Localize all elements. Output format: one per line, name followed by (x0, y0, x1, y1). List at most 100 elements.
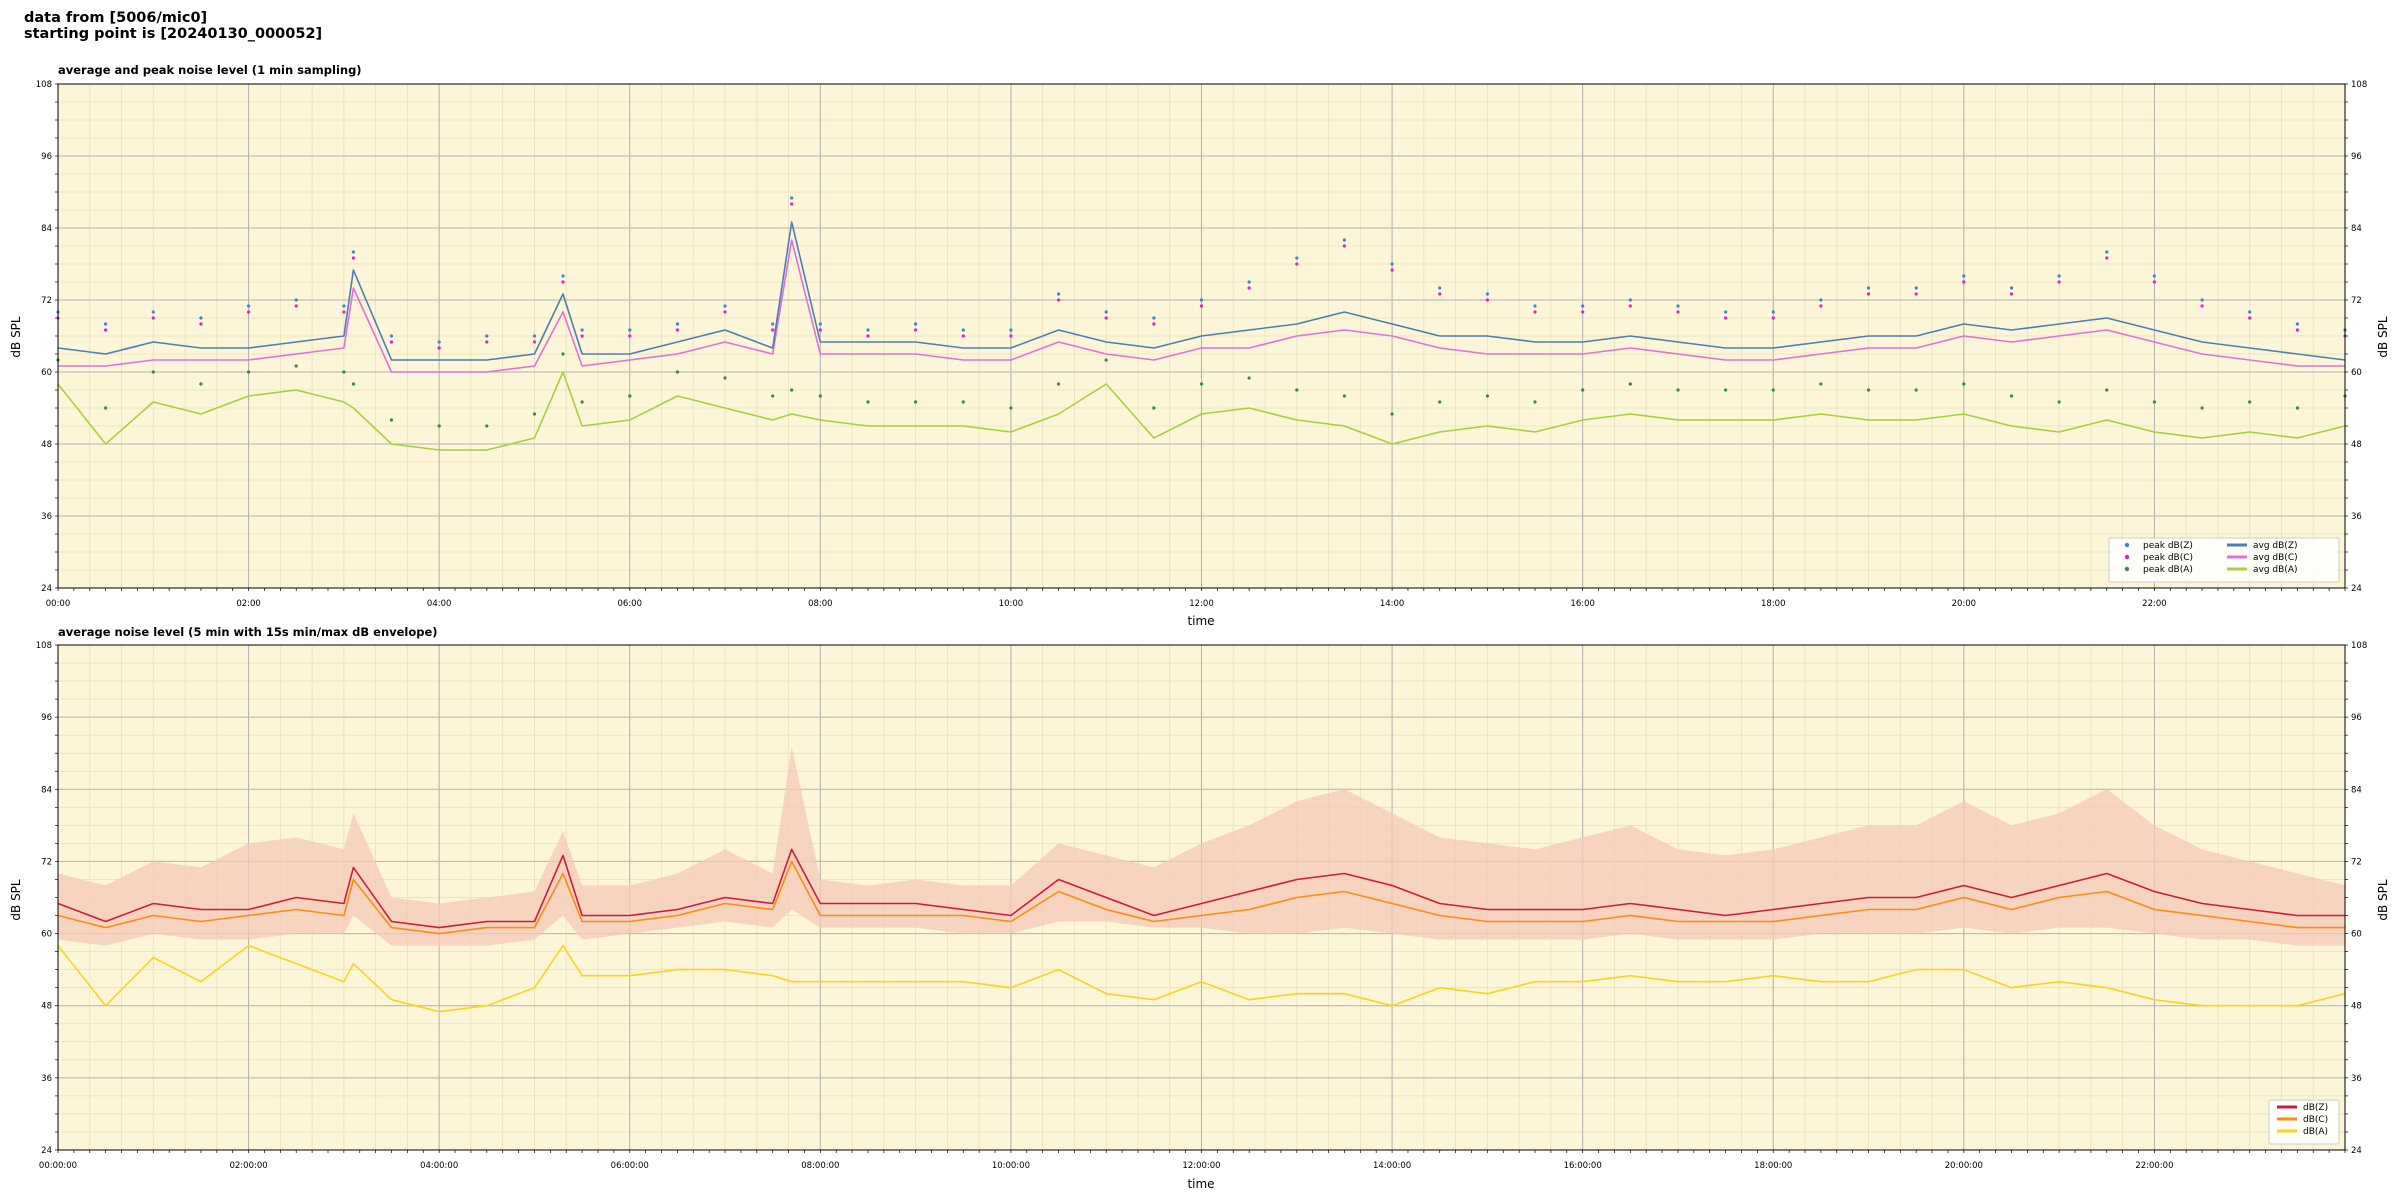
data-point (1628, 298, 1632, 302)
data-point (2105, 256, 2109, 260)
data-point (1533, 304, 1537, 308)
x-tick-label: 20:00 (1952, 599, 1977, 609)
data-point (866, 334, 870, 338)
data-point (866, 400, 870, 404)
data-point (1914, 292, 1918, 296)
data-point (1771, 310, 1775, 314)
data-point (294, 304, 298, 308)
data-point (342, 310, 346, 314)
data-point (1438, 292, 1442, 296)
data-point (2295, 406, 2299, 410)
data-point (1247, 280, 1251, 284)
data-point (1104, 358, 1108, 362)
x-tick-label: 18:00:00 (1754, 1161, 1792, 1171)
y-axis-label-right: dB SPL (2376, 316, 2390, 358)
data-point (675, 328, 680, 332)
x-tick-label: 02:00 (236, 599, 261, 609)
data-point (1199, 298, 1204, 302)
data-point (1152, 316, 1156, 320)
data-point (1581, 310, 1585, 314)
y-tick-label: 96 (2351, 713, 2362, 723)
data-point (1342, 394, 1346, 398)
legend-box (2108, 537, 2340, 583)
data-point (1676, 310, 1680, 314)
x-tick-label: 12:00:00 (1182, 1161, 1220, 1171)
data-point (351, 250, 355, 254)
y-axis-label-right: dB SPL (2376, 879, 2390, 921)
data-point (532, 334, 537, 338)
data-point (151, 316, 155, 320)
data-point (199, 322, 203, 326)
data-point (1676, 388, 1680, 392)
data-point (1819, 382, 1823, 386)
series-line-avgdbz (57, 221, 2346, 361)
x-tick-label: 14:00:00 (1373, 1161, 1411, 1171)
panel-average-peak: average and peak noise level (1 min samp… (9, 63, 2390, 628)
data-point (1104, 310, 1108, 314)
x-tick-label: 00:00:00 (39, 1161, 77, 1171)
y-tick-label: 84 (41, 224, 52, 234)
y-tick-label: 24 (2351, 584, 2362, 594)
y-tick-label: 84 (2351, 224, 2362, 234)
data-point (1104, 316, 1108, 320)
x-tick-label: 04:00:00 (420, 1161, 458, 1171)
plot-area: 24 24 36 36 48 48 60 60 72 72 84 84 96 96 108 108 00:00:… (36, 641, 2367, 1171)
y-tick-label: 72 (41, 296, 52, 306)
data-point (561, 274, 565, 278)
data-point (342, 370, 346, 374)
data-point (2152, 280, 2156, 284)
data-point (1057, 292, 1061, 296)
data-point (1485, 394, 1489, 398)
data-point (342, 304, 346, 308)
data-point (1724, 316, 1728, 320)
data-point (1390, 268, 1394, 272)
legend-label: peak dB(C) (2143, 553, 2193, 563)
x-tick-label: 10:00 (999, 599, 1024, 609)
series-line-dbz (57, 848, 2345, 929)
data-point (351, 382, 355, 386)
legend-label: dB(A) (2303, 1127, 2328, 1137)
y-tick-label: 36 (41, 512, 52, 522)
legend-label: avg dB(C) (2253, 553, 2298, 563)
y-tick-label: 108 (36, 80, 52, 90)
plot-frame (57, 644, 2346, 1151)
legend-label: peak dB(A) (2143, 565, 2193, 575)
y-axis-label-left: dB SPL (9, 879, 23, 921)
y-tick-label: 72 (41, 857, 52, 867)
y-tick-label: 96 (2351, 152, 2362, 162)
data-point (485, 334, 489, 338)
data-point (199, 316, 203, 320)
header-start: starting point is [20240130_000052] (24, 26, 323, 42)
data-point (1962, 382, 1966, 386)
data-point (104, 328, 108, 332)
data-point (580, 400, 584, 404)
legend-label: avg dB(A) (2253, 565, 2297, 575)
data-point (628, 334, 632, 338)
data-point (1009, 328, 1013, 332)
data-point (2248, 310, 2252, 314)
y-axis-label-left: dB SPL (9, 316, 23, 358)
data-point (1342, 244, 1346, 248)
y-tick-label: 72 (2351, 296, 2362, 306)
data-point (1628, 382, 1632, 386)
data-point (818, 322, 822, 326)
data-point (675, 322, 680, 326)
y-tick-label: 72 (2351, 857, 2362, 867)
legend-box (2268, 1099, 2340, 1145)
data-point (1057, 382, 1061, 386)
data-point (199, 382, 203, 386)
data-point (1390, 412, 1394, 416)
data-point (2009, 394, 2014, 398)
data-point (389, 340, 394, 344)
data-point (1914, 286, 1918, 290)
legend-label: dB(C) (2303, 1115, 2328, 1125)
y-tick-label: 36 (2351, 1074, 2362, 1084)
x-tick-label: 08:00 (808, 599, 833, 609)
data-point (723, 376, 727, 380)
y-tick-label: 60 (41, 930, 52, 940)
data-point (561, 280, 565, 284)
y-tick-label: 84 (41, 785, 52, 795)
data-point (1199, 304, 1204, 308)
x-tick-label: 20:00:00 (1945, 1161, 1983, 1171)
data-point (1724, 310, 1728, 314)
